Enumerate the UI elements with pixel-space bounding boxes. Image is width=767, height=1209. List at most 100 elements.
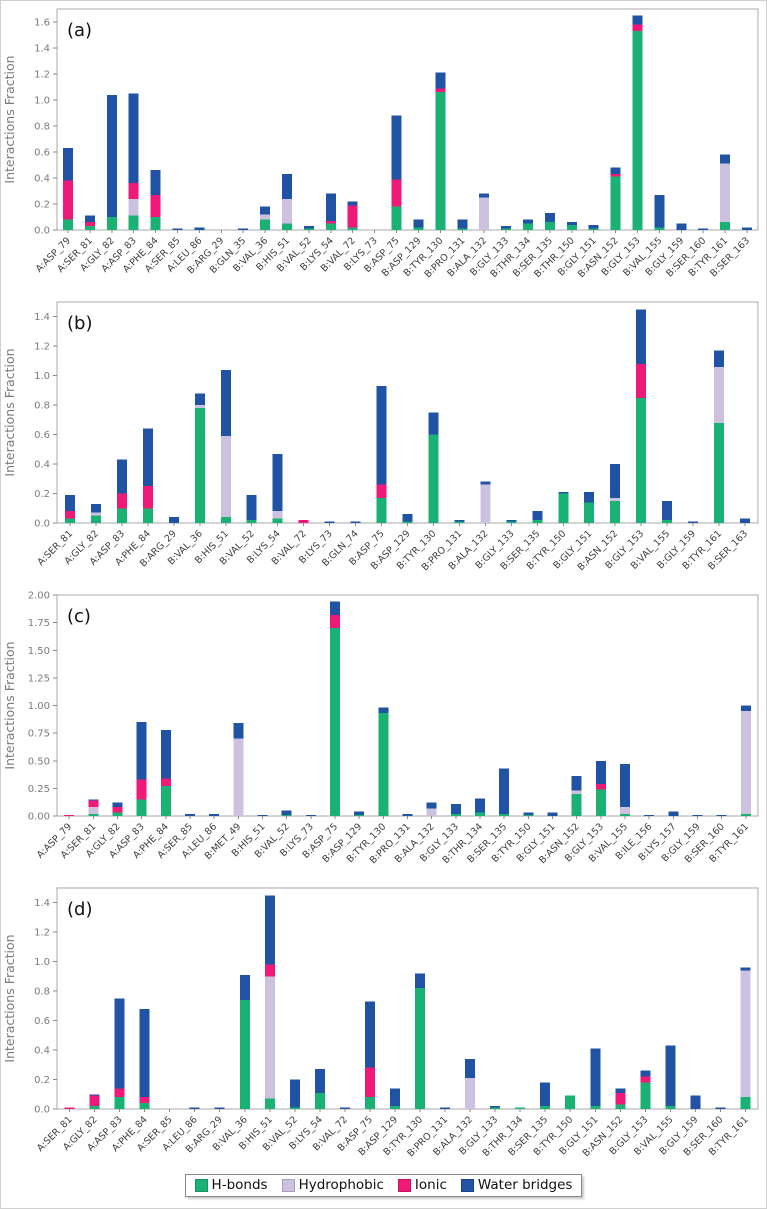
bar-segment-water-bridges: [324, 521, 335, 523]
bar-segment-water-bridges: [640, 1070, 651, 1077]
bar-segment-h-bonds: [64, 518, 75, 523]
y-tick-label: 0.4: [34, 174, 50, 185]
bar-segment-water-bridges: [632, 15, 643, 25]
bar-segment-h-bonds: [325, 223, 336, 230]
bar-segment-water-bridges: [90, 503, 101, 513]
bar-segment-water-bridges: [480, 481, 491, 485]
bar-segment-water-bridges: [350, 521, 361, 523]
bar-segment-water-bridges: [325, 193, 336, 221]
bar-segment-h-bonds: [220, 517, 231, 523]
y-tick-label: 0.4: [34, 460, 50, 471]
bar-segment-h-bonds: [239, 999, 250, 1109]
bar-segment-h-bonds: [523, 814, 534, 816]
bar-segment-h-bonds: [588, 228, 599, 230]
bar-segment-water-bridges: [246, 495, 257, 521]
bar-segment-ionic: [636, 363, 647, 398]
bar-segment-water-bridges: [610, 464, 621, 498]
bar-segment-water-bridges: [610, 167, 621, 175]
y-tick-label: 0.0: [34, 1105, 50, 1116]
bar-segment-water-bridges: [257, 814, 268, 816]
plot-frame: [56, 8, 759, 231]
bar-segment-h-bonds: [114, 1097, 125, 1109]
bar-segment-water-bridges: [214, 1107, 225, 1109]
bar-segment-h-bonds: [347, 227, 358, 230]
water-bridges-swatch: [460, 1178, 474, 1192]
bar-segment-ionic: [325, 220, 336, 224]
legend-item-ionic: Ionic: [397, 1177, 447, 1193]
bar-segment-water-bridges: [272, 453, 283, 512]
bar-segment-ionic: [116, 493, 127, 509]
bar-segment-hydrophobic: [90, 512, 101, 516]
bar-segment-hydrophobic: [88, 807, 99, 814]
bar-segment-h-bonds: [112, 812, 123, 816]
bar-segment-water-bridges: [62, 148, 73, 181]
y-tick-label: 0.2: [34, 200, 50, 211]
bar-segment-water-bridges: [172, 228, 183, 230]
bar-segment-h-bonds: [558, 493, 569, 523]
bar-segment-h-bonds: [139, 1103, 150, 1109]
bar-segment-water-bridges: [690, 1095, 701, 1109]
bar-segment-water-bridges: [128, 93, 139, 184]
bar-segment-water-bridges: [636, 309, 647, 364]
bar-segment-ionic: [112, 807, 123, 813]
bar-segment-water-bridges: [588, 224, 599, 229]
y-tick-label: 0.6: [34, 148, 50, 159]
bar-segment-water-bridges: [347, 201, 358, 206]
y-tick-label: 0.2: [34, 1075, 50, 1086]
bar-segment-h-bonds: [584, 502, 595, 523]
bar-segment-water-bridges: [114, 998, 125, 1089]
bar-segment-h-bonds: [506, 521, 517, 523]
bar-segment-h-bonds: [499, 813, 510, 816]
bar-segment-water-bridges: [289, 1079, 300, 1108]
bar-segment-water-bridges: [654, 194, 665, 228]
bar-segment-water-bridges: [238, 228, 249, 230]
bar-segment-ionic: [364, 1067, 375, 1098]
bar-segment-hydrophobic: [740, 711, 751, 814]
bar-segment-hydrophobic: [720, 163, 731, 223]
bar-segment-water-bridges: [329, 601, 340, 615]
bar-segment-hydrophobic: [220, 436, 231, 518]
bar-segment-h-bonds: [136, 799, 147, 816]
bar-segment-h-bonds: [90, 515, 101, 523]
bar-segment-h-bonds: [281, 814, 292, 816]
bar-segment-water-bridges: [305, 814, 316, 816]
bar-segment-h-bonds: [272, 518, 283, 523]
legend-label: Ionic: [414, 1177, 447, 1193]
bar-segment-water-bridges: [136, 722, 147, 780]
panel-b-chart: 0.0 0.2 0.4 0.6 0.8 1.0 1.2 1.4 Interactions Fra…: [2, 301, 759, 573]
bar-segment-water-bridges: [112, 802, 123, 808]
bar-segment-hydrophobic: [480, 484, 491, 523]
panel-d-chart: 0.0 0.2 0.4 0.6 0.8 1.0 1.2 1.4 Interactions Fra…: [2, 887, 759, 1159]
bar-segment-water-bridges: [378, 707, 389, 714]
bar-segment-h-bonds: [571, 793, 582, 816]
bar-segment-h-bonds: [264, 1098, 275, 1109]
bar-segment-water-bridges: [499, 768, 510, 814]
bar-segment-h-bonds: [590, 1106, 601, 1109]
y-axis-label: Interactions Fraction: [2, 934, 17, 1062]
bar-segment-water-bridges: [668, 811, 679, 816]
bar-segment-h-bonds: [282, 223, 293, 230]
bar-segment-h-bonds: [565, 1095, 576, 1109]
y-tick-label: 0.8: [34, 122, 50, 133]
bar-segment-ionic: [64, 814, 75, 816]
bar-segment-h-bonds: [490, 1107, 501, 1109]
bar-segment-hydrophobic: [479, 197, 490, 230]
bar-segment-water-bridges: [479, 193, 490, 198]
bar-segment-water-bridges: [314, 1069, 325, 1093]
bar-segment-h-bonds: [106, 217, 117, 230]
panel-letter-c: (c): [67, 606, 91, 627]
bar-segment-water-bridges: [454, 520, 465, 522]
bar-segment-water-bridges: [547, 812, 558, 816]
bar-segment-water-bridges: [139, 1008, 150, 1098]
bar-segment-water-bridges: [389, 1088, 400, 1107]
bar-segment-water-bridges: [688, 521, 699, 523]
bar-segment-h-bonds: [116, 508, 127, 523]
bar-segment-h-bonds: [150, 217, 161, 230]
bar-segment-h-bonds: [654, 227, 665, 230]
bar-segment-h-bonds: [160, 786, 171, 816]
bar-segment-water-bridges: [566, 222, 577, 225]
bar-segment-ionic: [160, 778, 171, 787]
panel-letter-b: (b): [67, 313, 92, 334]
bar-segment-h-bonds: [475, 812, 486, 816]
